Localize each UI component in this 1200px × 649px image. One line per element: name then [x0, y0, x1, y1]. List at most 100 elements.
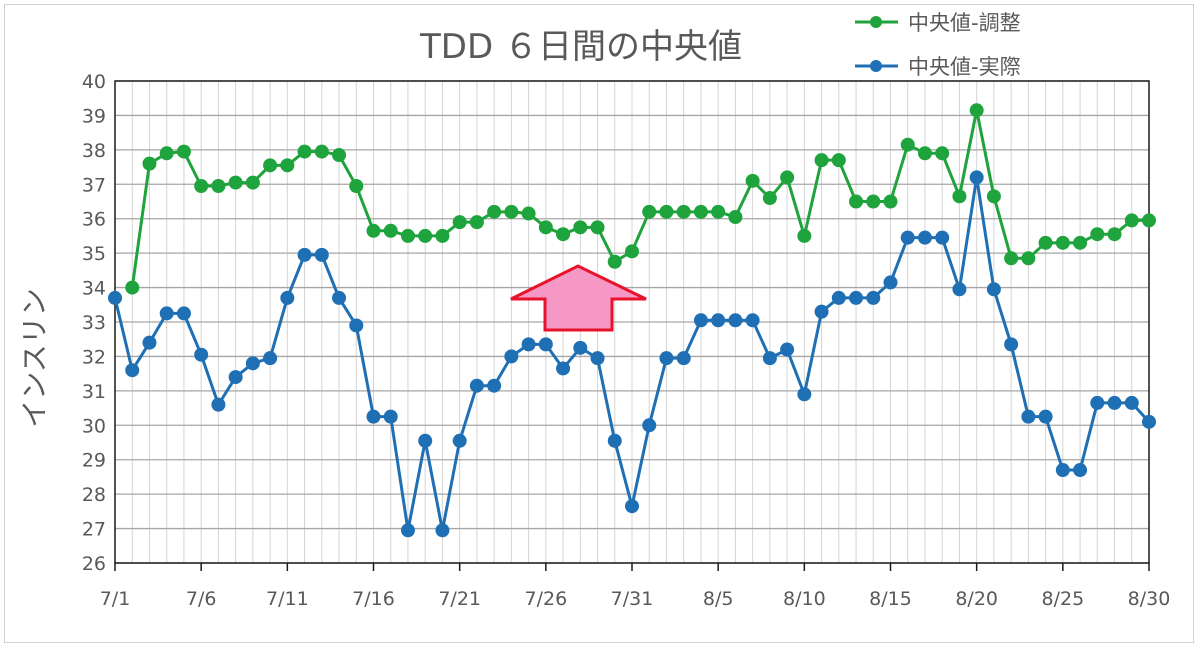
data-point [780, 170, 795, 185]
y-tick-label: 26 [82, 553, 106, 575]
data-point [1038, 235, 1053, 250]
series [108, 103, 1156, 538]
data-point [176, 144, 191, 159]
data-point [1073, 235, 1088, 250]
data-point [659, 204, 674, 219]
data-point [1055, 463, 1070, 478]
y-tick-label: 34 [82, 278, 106, 300]
data-point [762, 351, 777, 366]
data-point [607, 433, 622, 448]
data-point [418, 228, 433, 243]
legend-label-actual: 中央値-実際 [908, 55, 1021, 79]
data-point [986, 282, 1001, 297]
data-point [383, 409, 398, 424]
data-point [245, 175, 260, 190]
data-point [366, 409, 381, 424]
data-point [711, 313, 726, 328]
data-point [952, 189, 967, 204]
data-point [125, 363, 140, 378]
data-point [625, 499, 639, 514]
data-point [452, 433, 467, 448]
y-tick-label: 37 [82, 174, 106, 196]
y-tick-label: 36 [82, 209, 106, 231]
data-point [573, 340, 588, 355]
y-tick-label: 31 [82, 381, 106, 403]
data-point [1142, 213, 1156, 228]
y-tick-label: 38 [82, 140, 106, 162]
data-point [969, 103, 984, 118]
data-point [780, 342, 795, 357]
data-point [1090, 227, 1105, 242]
data-point [659, 351, 674, 366]
data-point [573, 220, 588, 235]
series-adjusted [125, 103, 1156, 295]
data-point [297, 247, 312, 262]
data-point [504, 204, 519, 219]
data-point [538, 337, 553, 352]
x-tick-label: 7/31 [611, 588, 654, 610]
data-point [176, 306, 191, 321]
data-point [728, 209, 743, 224]
data-point [849, 290, 864, 305]
data-point [831, 153, 846, 168]
data-point [383, 223, 398, 238]
data-point [452, 215, 467, 230]
data-point [1055, 235, 1070, 250]
data-point [194, 347, 209, 362]
data-point [607, 254, 622, 269]
data-point [883, 275, 898, 290]
x-tick-label: 8/10 [783, 588, 826, 610]
data-point [900, 230, 915, 245]
data-point [728, 313, 743, 328]
data-point [108, 290, 122, 305]
data-point [556, 361, 571, 376]
x-tick-label: 8/5 [703, 588, 734, 610]
data-point [642, 418, 657, 433]
data-point [1124, 395, 1139, 410]
data-point [935, 146, 950, 161]
data-point [159, 306, 174, 321]
x-tick-label: 8/20 [955, 588, 998, 610]
data-point [693, 313, 708, 328]
data-point [366, 223, 381, 238]
data-point [349, 179, 364, 194]
data-point [1021, 409, 1036, 424]
axes: 26 27 28 29 30 31 32 33 34 35 36 37 38 39 40 7/1 7/6 7/11… [82, 71, 1171, 610]
y-tick-label: 35 [82, 243, 106, 265]
x-tick-label: 7/1 [100, 588, 131, 610]
x-tick-label: 8/25 [1041, 588, 1084, 610]
data-point [814, 153, 829, 168]
data-point [332, 148, 347, 163]
data-point [762, 191, 777, 206]
data-point [487, 204, 502, 219]
data-point [297, 144, 312, 159]
data-point [469, 215, 484, 230]
data-point [1142, 414, 1156, 429]
data-point [917, 230, 932, 245]
data-point [745, 173, 760, 188]
y-tick-label: 33 [82, 312, 106, 334]
x-tick-label: 7/16 [352, 588, 395, 610]
data-point [917, 146, 932, 161]
data-point [849, 194, 864, 209]
data-point [969, 170, 984, 185]
legend-item-adjusted: 中央値-調整 [855, 11, 1021, 35]
y-tick-label: 27 [82, 519, 106, 541]
x-tick-label: 8/30 [1128, 588, 1171, 610]
x-tick-label: 7/6 [186, 588, 217, 610]
y-tick-label: 39 [82, 105, 106, 127]
chart-title: TDD ６日間の中央値 [419, 27, 742, 67]
up-arrow-annotation [510, 264, 647, 332]
data-point [538, 220, 553, 235]
x-tick-label: 7/21 [438, 588, 481, 610]
legend-item-actual: 中央値-実際 [855, 55, 1021, 79]
data-point [1073, 463, 1088, 478]
y-tick-label: 40 [82, 71, 106, 93]
grid [114, 80, 1150, 564]
data-point [487, 378, 502, 393]
data-point [814, 304, 829, 319]
data-point [590, 351, 605, 366]
data-point [435, 228, 450, 243]
data-point [1004, 251, 1019, 266]
y-tick-label: 30 [82, 415, 106, 437]
